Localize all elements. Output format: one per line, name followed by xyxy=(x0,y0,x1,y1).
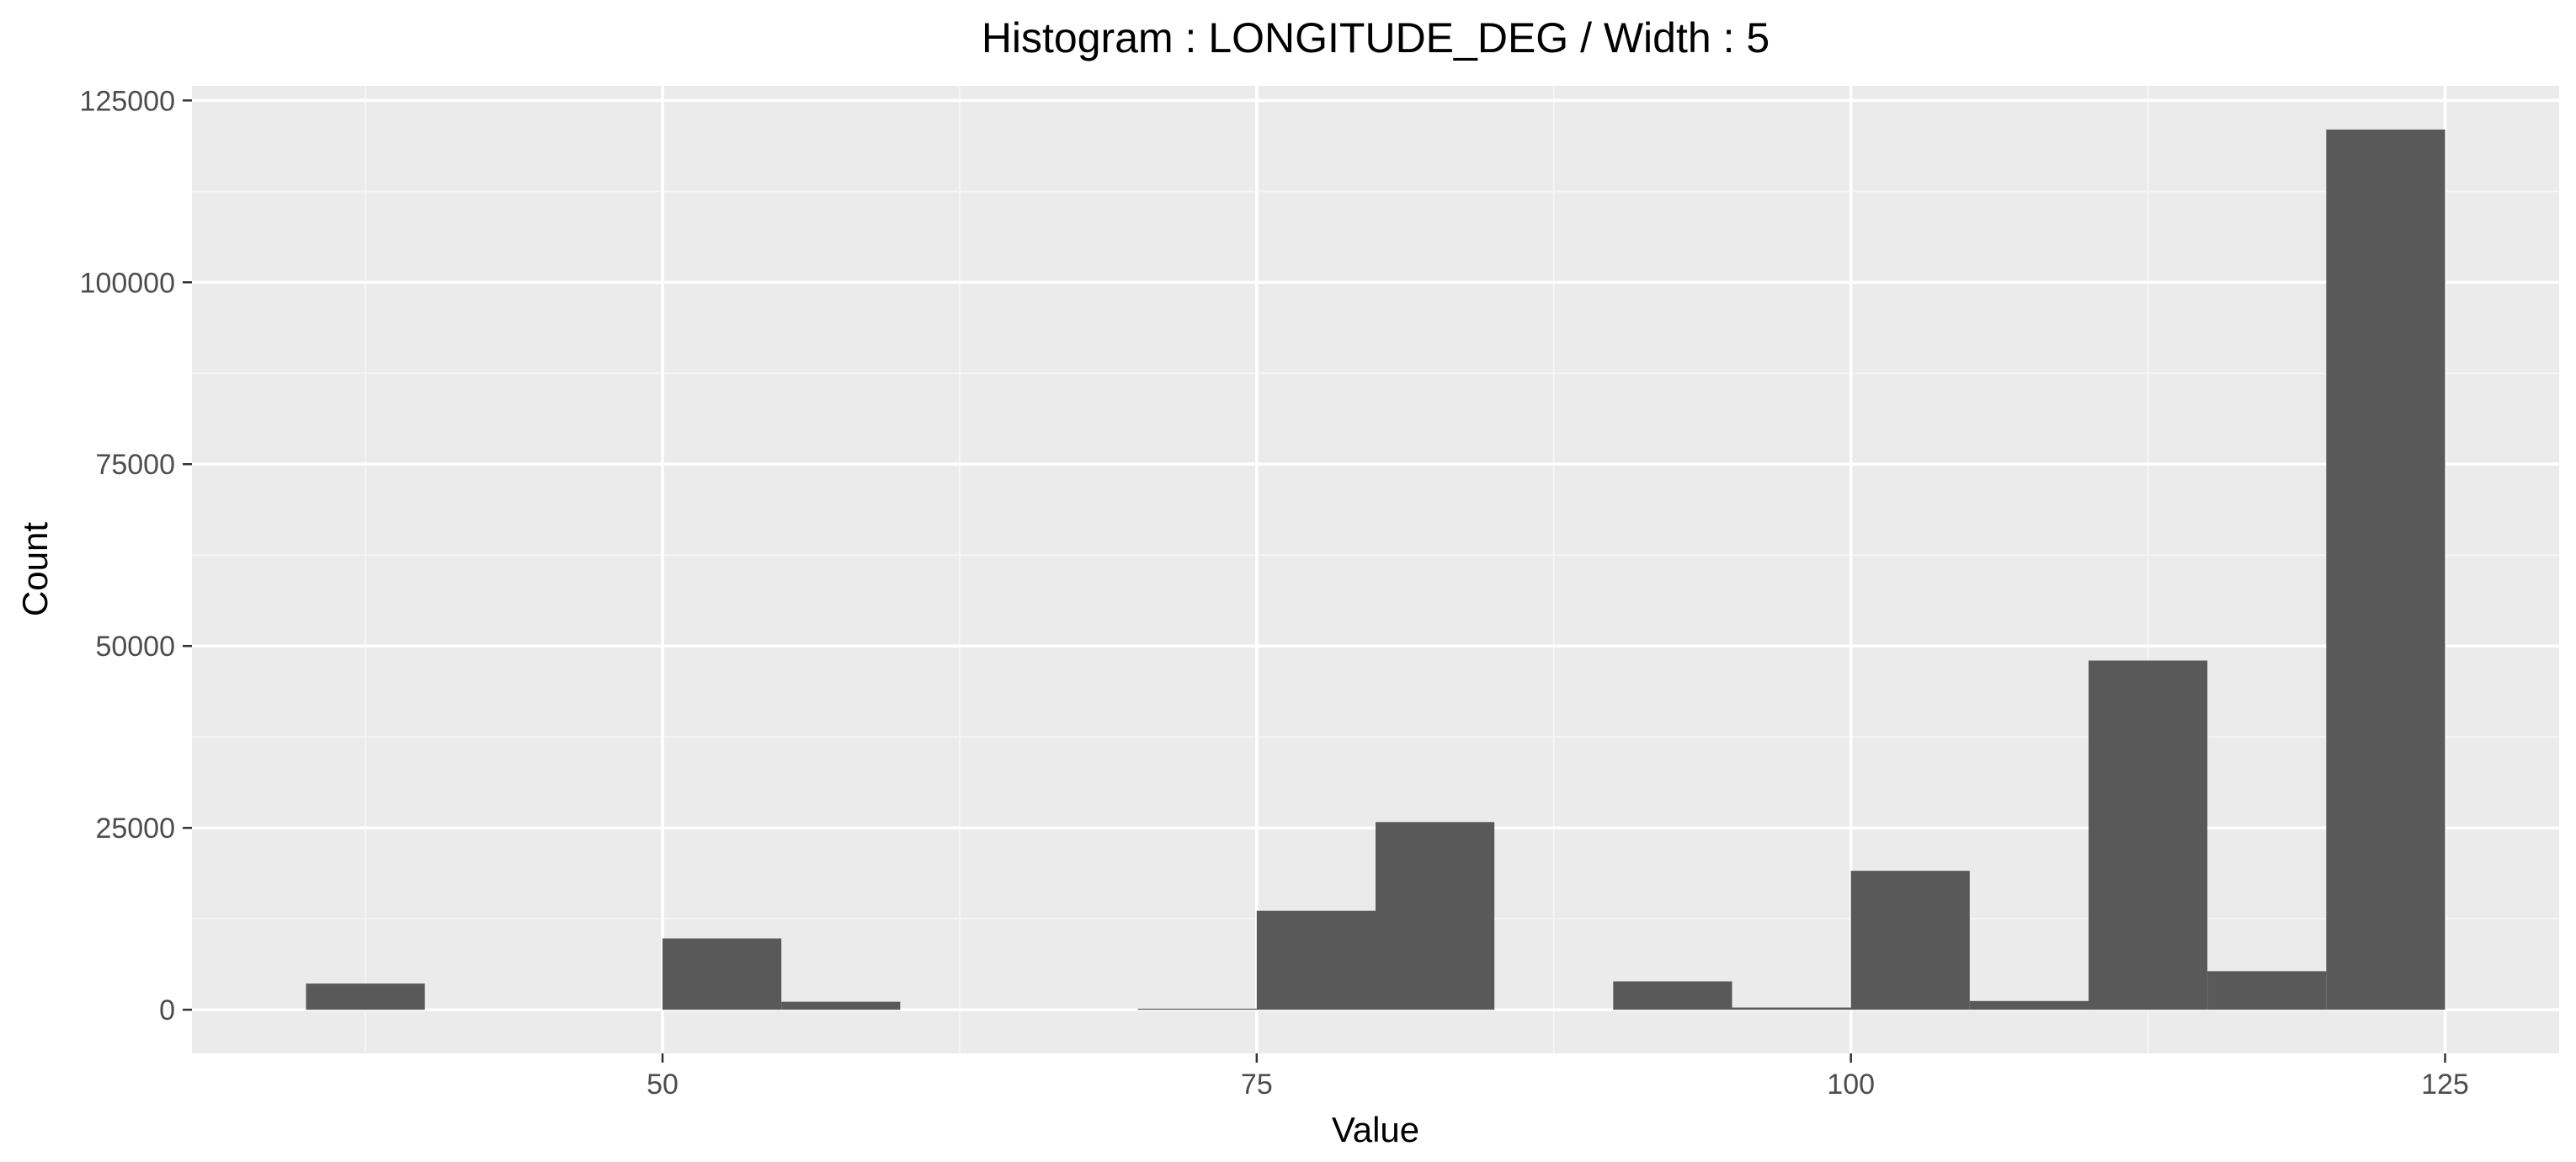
y-tick-label: 0 xyxy=(159,994,175,1026)
histogram-bar xyxy=(1256,910,1376,1010)
x-axis-title: Value xyxy=(1332,1110,1419,1149)
x-tick-label: 100 xyxy=(1827,1069,1875,1101)
x-tick-label: 75 xyxy=(1241,1069,1273,1101)
histogram-bar xyxy=(2207,971,2327,1010)
histogram-bar xyxy=(1732,1007,1851,1010)
histogram-bar xyxy=(1137,1008,1257,1010)
histogram-bar xyxy=(781,1001,901,1010)
histogram-bar xyxy=(1969,1000,2089,1010)
y-axis: 0 25000 50000 75000 100000 125000 xyxy=(80,85,192,1026)
histogram-bar xyxy=(1613,981,1732,1010)
histogram-bar xyxy=(1850,871,1970,1010)
y-tick-label: 125000 xyxy=(80,85,175,117)
histogram-bar xyxy=(306,983,425,1010)
x-axis: 50 75 100 125 xyxy=(647,1053,2469,1101)
minor-gridlines-x xyxy=(365,86,2149,1053)
y-tick-label: 100000 xyxy=(80,267,175,299)
y-tick-label: 50000 xyxy=(95,631,175,663)
chart-title: Histogram : LONGITUDE_DEG / Width : 5 xyxy=(982,14,1770,61)
x-tick-label: 50 xyxy=(647,1069,679,1101)
histogram-bar xyxy=(663,938,782,1010)
y-axis-title: Count xyxy=(15,522,55,616)
histogram-bar xyxy=(1376,822,1495,1010)
histogram-bars xyxy=(306,129,2446,1010)
x-tick-label: 125 xyxy=(2421,1069,2469,1101)
y-tick-label: 25000 xyxy=(95,813,175,845)
histogram-bar xyxy=(2326,129,2446,1010)
histogram-bar xyxy=(2088,660,2208,1010)
y-tick-label: 75000 xyxy=(95,449,175,481)
